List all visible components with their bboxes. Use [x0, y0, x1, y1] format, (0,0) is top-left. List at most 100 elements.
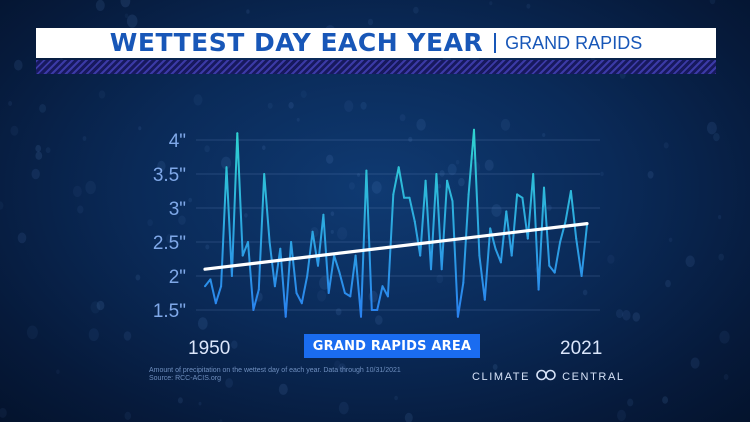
raindrop [26, 325, 38, 340]
raindrop [546, 204, 552, 211]
data-point [440, 268, 443, 271]
raindrop [706, 121, 717, 135]
raindrop [360, 101, 367, 110]
raindrop [0, 201, 4, 210]
title-bar: WETTEST DAY EACH YEAR GRAND RAPIDS [36, 28, 716, 58]
raindrop [244, 213, 248, 218]
raindrop [198, 401, 202, 406]
data-point [489, 227, 492, 230]
raindrop [326, 154, 334, 164]
data-point [290, 241, 293, 243]
raindrop [188, 197, 193, 203]
raindrop [317, 290, 327, 302]
chart-subtitle: GRAND RAPIDS [505, 33, 643, 53]
data-point [494, 247, 497, 250]
raindrop [616, 309, 624, 319]
data-point [311, 230, 314, 233]
data-point [537, 288, 540, 291]
raindrop [582, 289, 588, 296]
raindrop [300, 90, 307, 98]
raindrop [175, 368, 183, 378]
raindrop [98, 90, 106, 99]
data-point [526, 237, 529, 240]
data-point [263, 173, 266, 175]
data-point [376, 309, 379, 311]
data-point [365, 169, 368, 172]
title-divider [494, 33, 497, 53]
raindrop [607, 254, 615, 264]
data-point [424, 179, 427, 182]
raindrop [489, 1, 493, 6]
data-point [419, 254, 422, 257]
x-start-label: 1950 [188, 338, 230, 359]
data-point [317, 264, 319, 267]
raindrop [526, 3, 531, 9]
x-end-label: 2021 [560, 338, 602, 359]
raindrop [357, 173, 360, 177]
y-tick-label: 4" [169, 131, 186, 152]
brand-left-text: CLIMATE [472, 370, 531, 383]
raindrop [124, 13, 129, 19]
raindrop [225, 378, 234, 388]
series-layer [203, 128, 589, 318]
data-point [516, 193, 519, 196]
data-point [532, 173, 535, 175]
raindrop [13, 59, 23, 71]
raindrop [35, 144, 42, 153]
data-point [386, 295, 389, 298]
raindrop [45, 147, 51, 154]
raindrop [416, 118, 426, 131]
raindrop [709, 0, 716, 5]
raindrop [404, 412, 413, 422]
data-point [300, 302, 303, 305]
data-point [510, 254, 513, 257]
data-point [559, 241, 562, 243]
raindrop [668, 237, 673, 243]
raindrop [447, 163, 457, 176]
raindrop [219, 419, 223, 422]
raindrop [334, 360, 341, 369]
raindrop [600, 171, 604, 177]
data-point [225, 166, 228, 169]
raindrop [337, 227, 348, 240]
raindrop [278, 383, 288, 395]
raindrop [123, 331, 132, 341]
y-tick-label: 2" [169, 267, 186, 288]
raindrop [617, 409, 626, 422]
raindrop [96, 300, 105, 311]
data-point [257, 288, 260, 291]
raindrop [399, 114, 406, 122]
raindrop [647, 171, 654, 179]
data-point [553, 271, 556, 274]
data-point [284, 315, 287, 318]
raindrop [685, 255, 695, 268]
climate-central-logo: CLIMATE CENTRAL [472, 369, 625, 384]
data-point [338, 271, 341, 274]
raindrop [437, 183, 442, 189]
raindrop [0, 407, 7, 418]
data-point [569, 190, 572, 192]
raindrop [484, 159, 494, 171]
raindrop [288, 102, 294, 109]
raindrop [246, 9, 250, 14]
raindrop [436, 274, 444, 284]
raindrop [95, 0, 105, 11]
raindrop [157, 160, 166, 172]
data-point [521, 196, 524, 199]
raindrop [39, 104, 47, 113]
data-point [214, 302, 217, 305]
data-point [230, 275, 233, 277]
raindrop [665, 279, 671, 288]
raindrop [77, 205, 84, 214]
y-axis: 1.5" 2" 2.5" 3" 3.5" 4" [153, 131, 186, 322]
raindrop [627, 398, 634, 407]
data-point [435, 173, 438, 175]
raindrop [262, 145, 266, 150]
data-point [403, 196, 406, 199]
raindrop [492, 364, 498, 370]
data-point [408, 196, 411, 199]
data-point [360, 315, 362, 318]
data-point [236, 132, 239, 135]
raindrop [193, 94, 203, 106]
raindrop [88, 328, 99, 342]
